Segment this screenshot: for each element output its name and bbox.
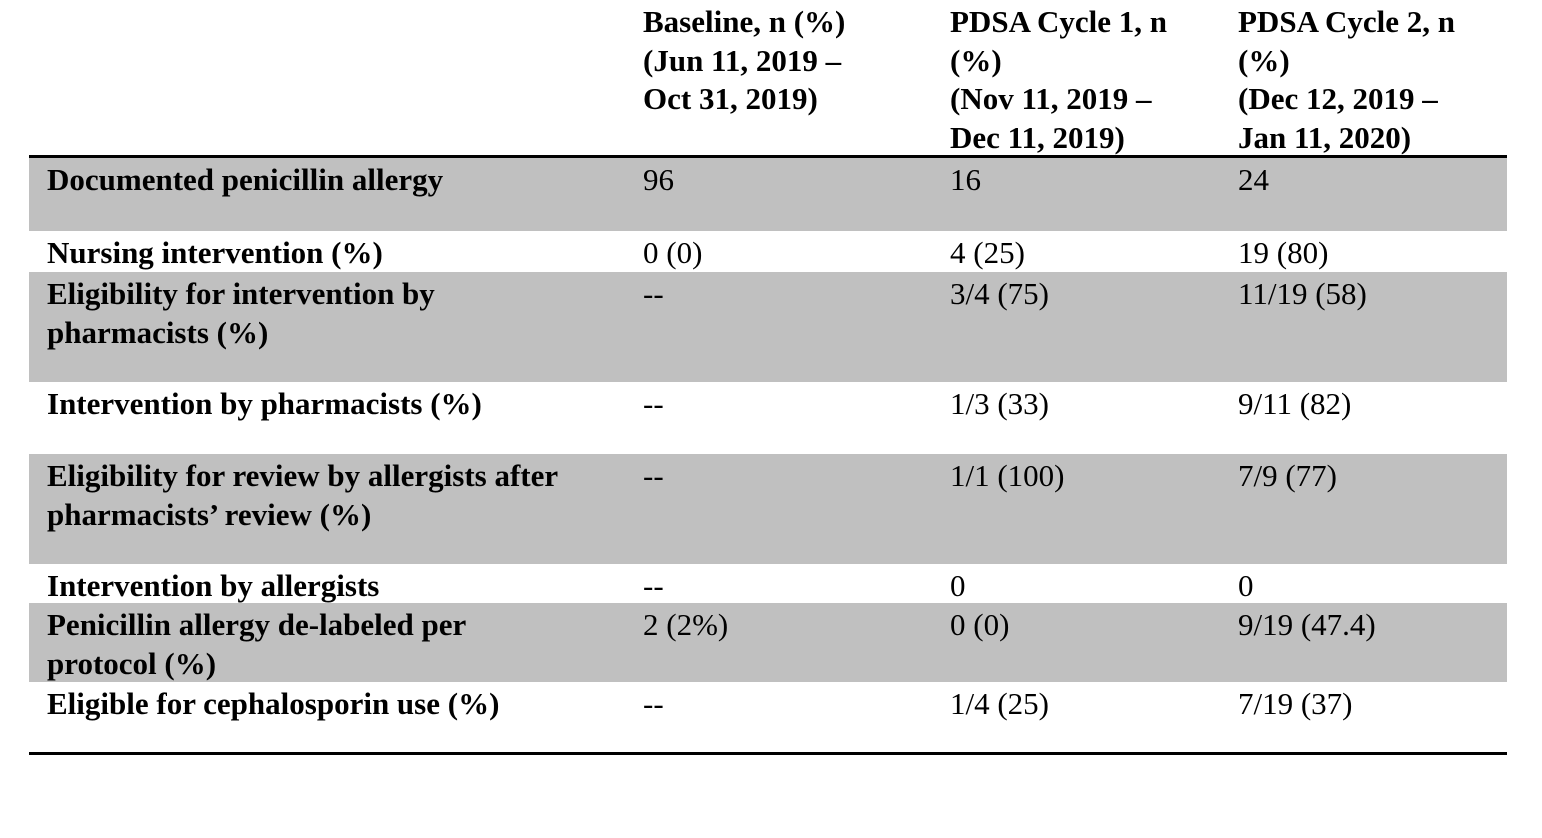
header-line: (Nov 11, 2019 – [950,81,1152,116]
table-header-row: Baseline, n (%) (Jun 11, 2019 – Oct 31, … [29,0,1507,158]
cell-cycle1: 0 (0) [950,607,1010,642]
header-line: Jan 11, 2020) [1238,119,1412,155]
header-line: (%) [1238,42,1290,78]
table-row: Nursing intervention (%) 0 (0) 4 (25) 19… [29,231,1507,272]
cell-cycle2: 0 [1238,568,1254,603]
cell-cycle2: 9/11 (82) [1238,386,1352,421]
cell-baseline: -- [643,386,664,421]
row-label: Intervention by allergists [47,568,380,603]
cell-baseline: -- [643,686,664,721]
row-label: Penicillin allergy de-labeled per protoc… [29,603,614,682]
cell-cycle2: 9/19 (47.4) [1238,607,1376,642]
header-cell-empty [29,0,614,155]
cell-baseline: -- [643,276,664,311]
cell-cycle1: 4 (25) [950,235,1025,270]
row-label-line: Eligibility for intervention by [47,276,435,311]
table-row: Intervention by pharmacists (%) -- 1/3 (… [29,382,1507,454]
cell-cycle1: 1/4 (25) [950,686,1050,721]
cell-baseline: -- [643,458,664,493]
header-line: (Dec 12, 2019 – [1238,81,1438,116]
cell-cycle2: 7/19 (37) [1238,686,1353,721]
row-label: Intervention by pharmacists (%) [47,386,482,421]
table-row: Eligibility for intervention by pharmaci… [29,272,1507,382]
row-label: Eligibility for review by allergists aft… [29,454,614,564]
row-label: Eligible for cephalosporin use (%) [47,686,500,721]
cell-baseline: 96 [643,162,674,197]
header-line: (Jun 11, 2019 – [643,42,842,78]
table-row: Eligibility for review by allergists aft… [29,454,1507,564]
cell-cycle2: 24 [1238,162,1269,197]
header-cell-cycle2: PDSA Cycle 2, n (%) (Dec 12, 2019 – Jan … [1209,0,1507,155]
header-line: PDSA Cycle 2, n [1238,4,1455,39]
cell-cycle1: 1/1 (100) [950,458,1065,493]
table-row: Penicillin allergy de-labeled per protoc… [29,603,1507,682]
header-line: Dec 11, 2019) [950,119,1125,155]
row-label: Nursing intervention (%) [47,235,383,270]
results-table: Baseline, n (%) (Jun 11, 2019 – Oct 31, … [29,0,1507,755]
row-label-line: Penicillin allergy de-labeled per [47,607,467,642]
cell-cycle2: 19 (80) [1238,235,1329,270]
header-line: Oct 31, 2019) [643,81,818,116]
row-label-line: protocol (%) [47,646,217,681]
row-label: Documented penicillin allergy [47,162,444,197]
row-label-line: pharmacists (%) [47,315,269,350]
row-label: Eligibility for intervention by pharmaci… [29,272,614,382]
header-cell-baseline: Baseline, n (%) (Jun 11, 2019 – Oct 31, … [614,0,921,155]
cell-baseline: 2 (2%) [643,607,729,642]
cell-baseline: 0 (0) [643,235,703,270]
cell-cycle1: 0 [950,568,966,603]
header-cell-cycle1: PDSA Cycle 1, n (%) (Nov 11, 2019 – Dec … [921,0,1209,155]
header-line: PDSA Cycle 1, n [950,4,1167,39]
cell-cycle2: 7/9 (77) [1238,458,1338,493]
cell-cycle2: 11/19 (58) [1238,276,1367,311]
table-row: Intervention by allergists -- 0 0 [29,564,1507,603]
row-label-line: pharmacists’ review (%) [47,497,372,532]
table-row: Eligible for cephalosporin use (%) -- 1/… [29,682,1507,755]
cell-baseline: -- [643,568,664,603]
row-label-line: Eligibility for review by allergists aft… [47,458,559,493]
header-line: Baseline, n (%) [643,4,846,39]
table-row: Documented penicillin allergy 96 16 24 [29,158,1507,231]
cell-cycle1: 16 [950,162,981,197]
cell-cycle1: 1/3 (33) [950,386,1050,421]
header-line: (%) [950,42,1002,78]
cell-cycle1: 3/4 (75) [950,276,1050,311]
